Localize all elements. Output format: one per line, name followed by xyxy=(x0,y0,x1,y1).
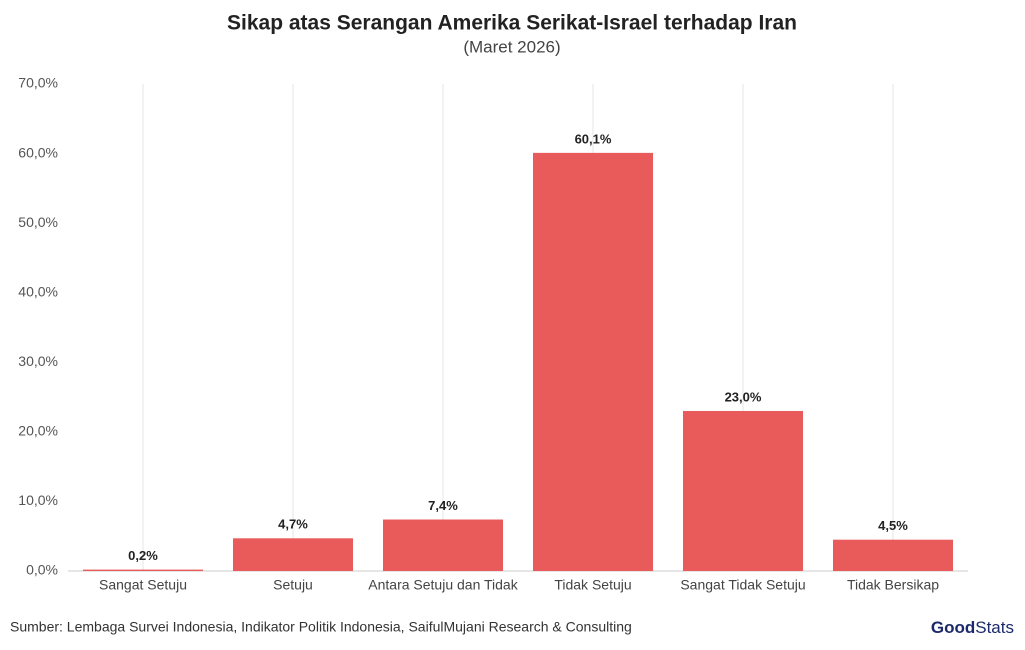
x-tick-label: Sangat Tidak Setuju xyxy=(680,577,805,593)
y-tick-label: 10,0% xyxy=(18,492,58,508)
bar xyxy=(683,410,803,571)
bar xyxy=(533,152,653,571)
bar xyxy=(233,538,353,571)
value-label: 0,2% xyxy=(128,548,158,563)
value-label: 4,5% xyxy=(878,518,908,533)
x-tick-label: Tidak Bersikap xyxy=(847,577,939,593)
x-tick-label: Sangat Setuju xyxy=(99,577,187,593)
x-tick-label: Setuju xyxy=(273,577,313,593)
y-tick-label: 60,0% xyxy=(18,144,58,160)
x-tick-label: Tidak Setuju xyxy=(554,577,631,593)
bar xyxy=(383,519,503,571)
y-tick-label: 40,0% xyxy=(18,283,58,299)
y-tick-label: 70,0% xyxy=(18,75,58,91)
value-label: 60,1% xyxy=(575,131,612,146)
y-tick-label: 50,0% xyxy=(18,214,58,230)
source-note: Sumber: Lembaga Survei Indonesia, Indika… xyxy=(10,619,632,635)
bar xyxy=(833,539,953,571)
bar xyxy=(83,569,203,571)
x-tick-label: Antara Setuju dan Tidak xyxy=(368,577,518,593)
value-label: 7,4% xyxy=(428,498,458,513)
logo-part: Stats xyxy=(975,618,1014,637)
chart-title: Sikap atas Serangan Amerika Serikat-Isra… xyxy=(227,12,797,35)
y-tick-label: 0,0% xyxy=(26,562,58,578)
y-tick-label: 20,0% xyxy=(18,423,58,439)
logo-part: Good xyxy=(931,618,975,637)
chart-subtitle: (Maret 2026) xyxy=(463,37,560,56)
logo: GoodStats xyxy=(931,618,1014,637)
y-tick-label: 30,0% xyxy=(18,353,58,369)
value-label: 4,7% xyxy=(278,517,308,532)
value-label: 23,0% xyxy=(725,389,762,404)
